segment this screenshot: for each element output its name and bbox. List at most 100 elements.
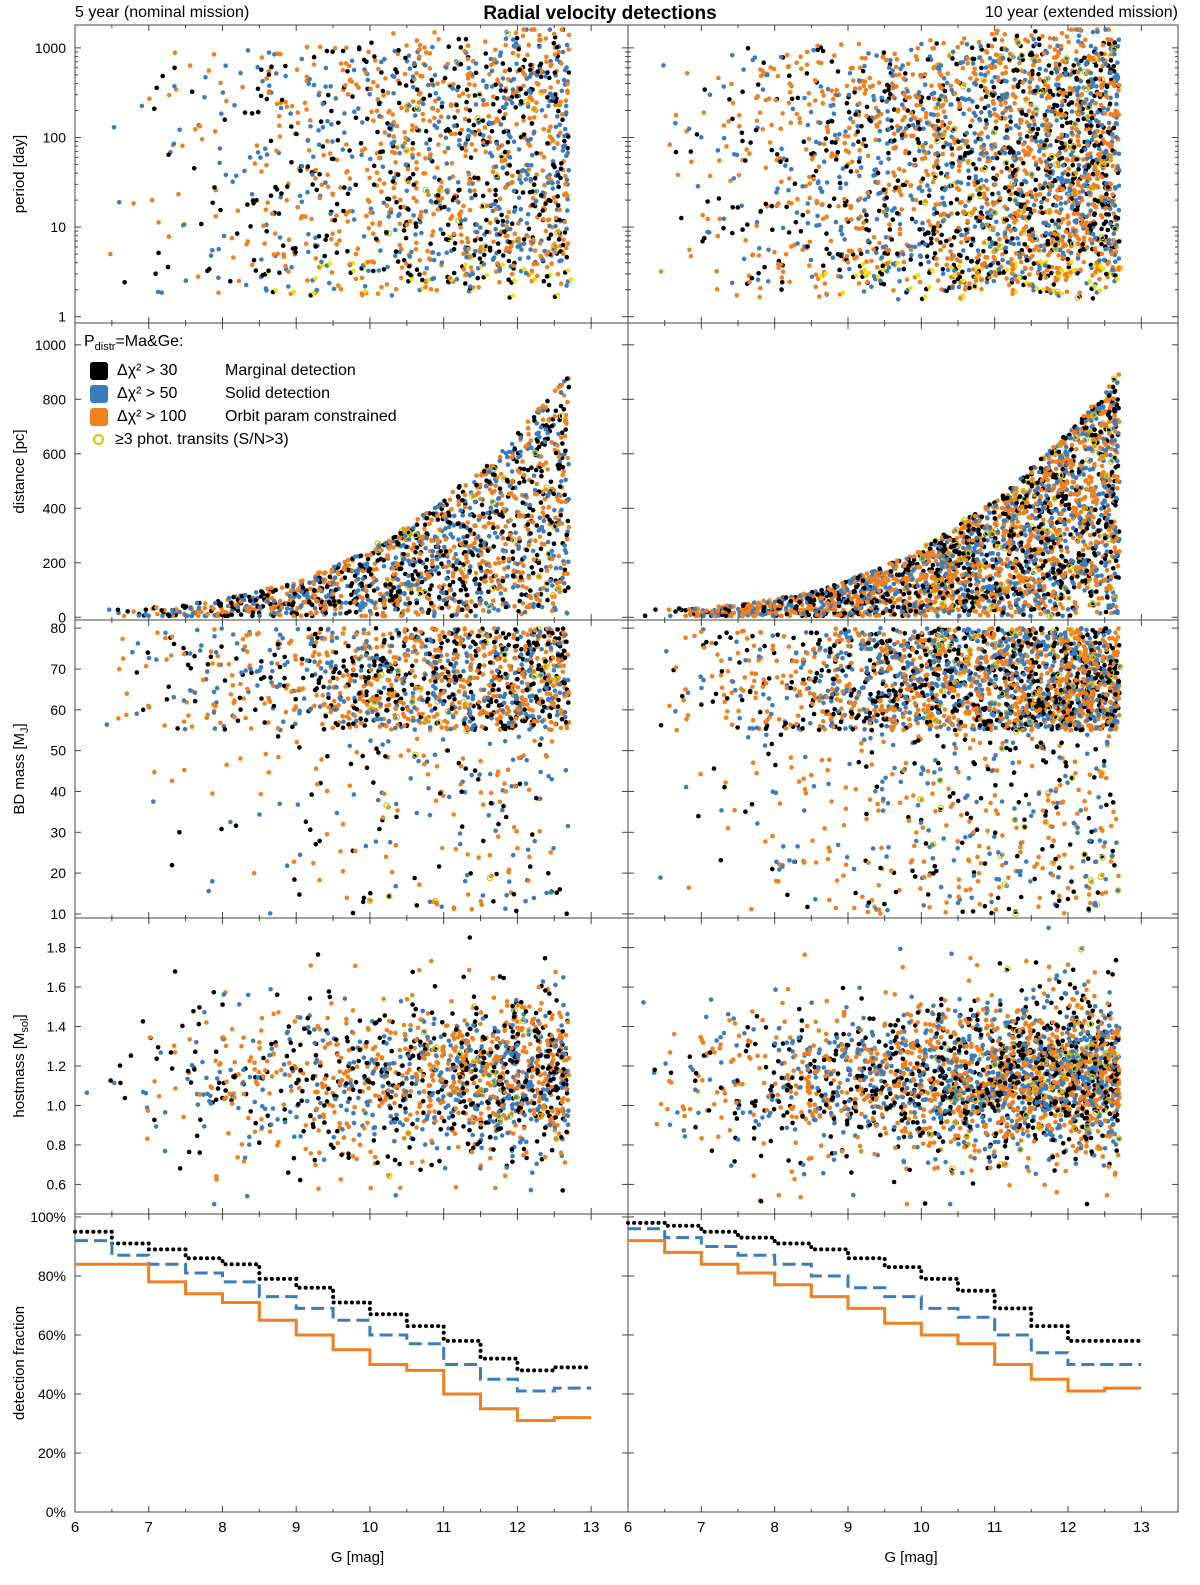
scatter-point: [516, 195, 522, 201]
scatter-point: [945, 125, 950, 131]
scatter-point: [1060, 144, 1066, 150]
scatter-point: [473, 61, 479, 66]
scatter-point: [219, 111, 224, 116]
scatter-point-yellow: [500, 262, 506, 268]
scatter-point: [1018, 136, 1023, 142]
ytick-label-r2-0: 10: [50, 906, 66, 922]
scatter-point: [358, 141, 364, 146]
scatter-point: [858, 196, 863, 201]
scatter-point: [430, 250, 436, 255]
scatter-point: [856, 159, 862, 164]
scatter-point: [527, 116, 533, 121]
scatter-point: [444, 250, 450, 256]
scatter-point: [1069, 130, 1074, 136]
scatter-point: [893, 64, 899, 70]
scatter-point: [804, 49, 810, 55]
scatter-point: [959, 232, 964, 238]
scatter-point: [240, 84, 245, 90]
scatter-point: [502, 229, 507, 235]
scatter-point: [780, 269, 786, 275]
scatter-point: [1052, 102, 1057, 108]
scatter-point: [811, 47, 816, 53]
scatter-point: [235, 208, 241, 213]
scatter-point: [707, 173, 713, 179]
scatter-point: [394, 123, 400, 129]
scatter-point: [355, 246, 361, 251]
scatter-point: [335, 138, 341, 143]
scatter-point: [319, 182, 325, 187]
scatter-point: [475, 275, 481, 281]
scatter-point: [245, 239, 251, 244]
scatter-point: [483, 149, 489, 155]
scatter-point: [1055, 152, 1060, 158]
scatter-point: [427, 93, 433, 98]
scatter-point: [258, 155, 263, 160]
scatter-point: [910, 72, 916, 77]
scatter-point: [993, 52, 999, 57]
scatter-point: [934, 262, 939, 267]
scatter-point: [897, 226, 903, 232]
scatter-point: [1032, 134, 1038, 140]
scatter-point: [983, 65, 989, 70]
scatter-point: [920, 220, 925, 226]
scatter-point: [544, 273, 550, 279]
scatter-point: [338, 61, 344, 66]
scatter-point: [821, 93, 826, 98]
scatter-point: [372, 54, 377, 59]
scatter-point: [1053, 36, 1059, 42]
scatter-point: [807, 239, 813, 245]
scatter-point: [684, 71, 690, 76]
scatter-point-yellow: [956, 264, 962, 270]
scatter-point: [507, 239, 512, 245]
scatter-point: [959, 240, 964, 245]
scatter-point: [1053, 66, 1058, 72]
scatter-point: [398, 197, 403, 203]
scatter-point: [887, 227, 893, 232]
scatter-point: [469, 195, 474, 201]
scatter-point: [944, 288, 949, 294]
scatter-point: [564, 42, 570, 48]
scatter-point: [941, 40, 946, 46]
scatter-point-yellow: [568, 277, 574, 282]
scatter-point: [834, 157, 839, 162]
scatter-point: [939, 124, 945, 129]
scatter-point: [876, 137, 882, 143]
scatter-point: [975, 180, 980, 185]
scatter-point: [466, 65, 472, 71]
scatter-point: [435, 165, 440, 171]
scatter-point: [547, 75, 552, 81]
scatter-point: [1112, 150, 1118, 156]
scatter-point: [743, 158, 748, 163]
scatter-point: [1108, 182, 1114, 187]
scatter-point: [1056, 225, 1062, 230]
scatter-point: [1094, 183, 1100, 189]
scatter-point: [930, 179, 936, 185]
scatter-point: [1105, 107, 1111, 112]
scatter-point-yellow: [1115, 276, 1120, 282]
scatter-point: [1018, 156, 1024, 161]
scatter-point: [991, 278, 997, 284]
scatter-point: [1060, 186, 1066, 192]
scatter-point: [222, 117, 228, 122]
scatter-point: [856, 226, 862, 232]
scatter-point: [769, 203, 775, 209]
scatter-point: [1086, 202, 1091, 207]
scatter-point: [538, 38, 543, 43]
scatter-point: [467, 207, 473, 213]
scatter-point: [1044, 137, 1049, 143]
scatter-point: [380, 88, 386, 94]
scatter-point: [979, 286, 984, 292]
scatter-point: [477, 256, 483, 261]
scatter-point: [513, 105, 518, 110]
scatter-point: [484, 181, 490, 186]
scatter-point: [334, 157, 340, 163]
scatter-point: [1069, 100, 1075, 105]
scatter-point: [963, 236, 969, 242]
scatter-point: [443, 128, 449, 133]
scatter-point-yellow: [327, 261, 333, 266]
scatter-point: [386, 196, 392, 202]
scatter-point: [565, 81, 570, 87]
scatter-point: [349, 58, 355, 64]
scatter-point: [297, 193, 303, 199]
scatter-point: [274, 71, 279, 76]
